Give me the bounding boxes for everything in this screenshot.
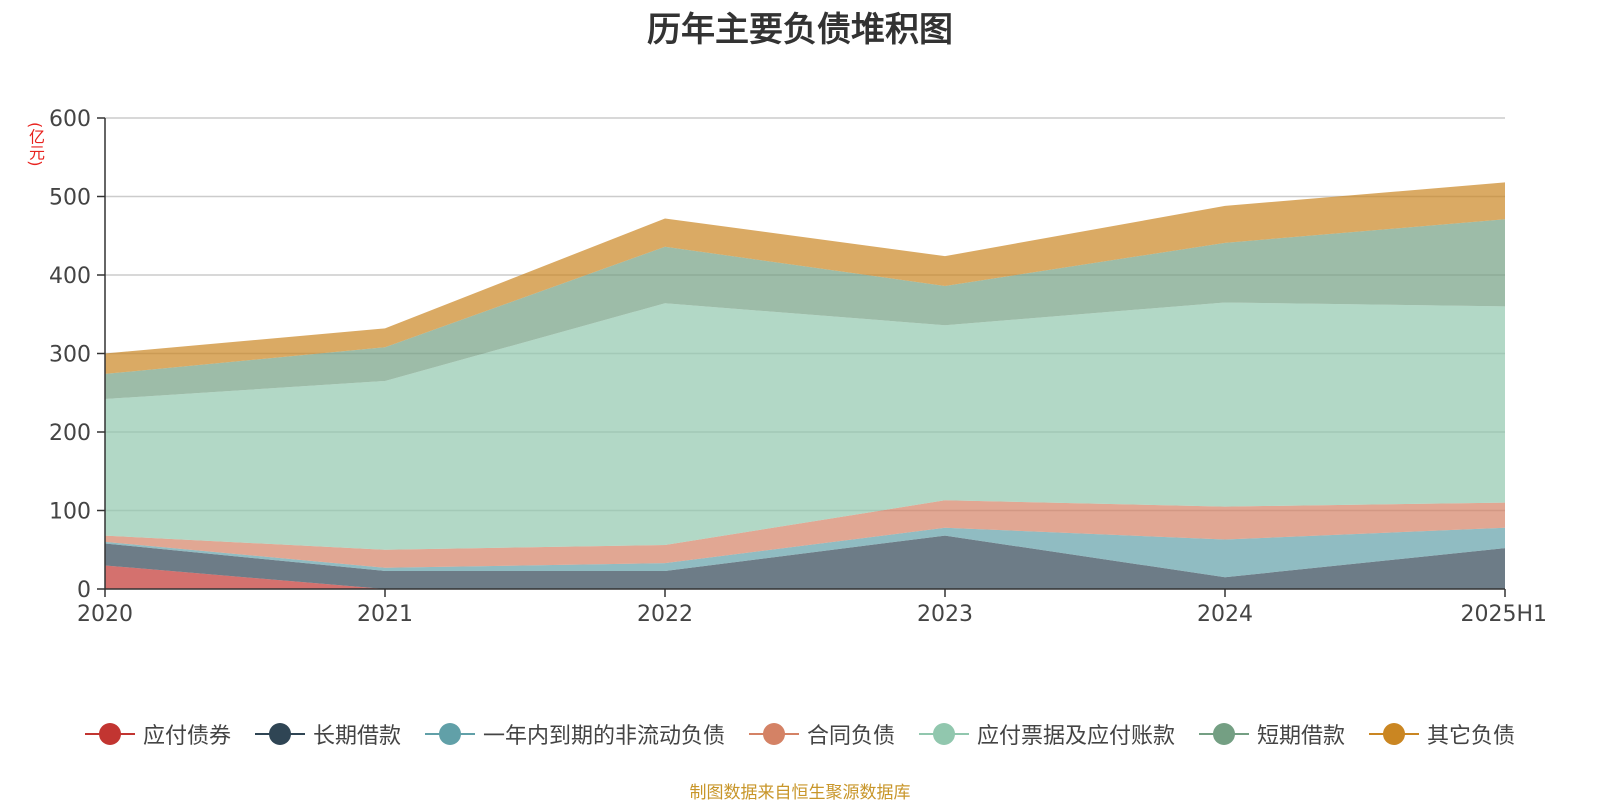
area-series-5 — [105, 219, 1505, 400]
y-tick-label: 100 — [49, 500, 91, 525]
area-series-2 — [105, 527, 1505, 578]
legend-label: 应付债券 — [142, 724, 231, 749]
legend-label: 合同负债 — [806, 724, 895, 749]
legend-label: 长期借款 — [312, 724, 401, 749]
legend-item[interactable]: 一年内到期的非流动负债 — [424, 718, 725, 750]
legend-dot-icon — [762, 723, 785, 745]
axes: 0 100 200 300 400 500 600 2020 2021 2022 2023 2024 2… — [49, 107, 1547, 627]
legend-item[interactable]: 短期借款 — [1199, 718, 1345, 750]
legend: 应付债券 长期借款 一年内到期的非流动负债 合同负债 应付票据及应付账款 短期借款 其它负债 — [0, 718, 1600, 750]
y-tick-label: 200 — [49, 421, 91, 446]
x-tick-label: 2024 — [1197, 602, 1253, 627]
x-tick-label: 2021 — [357, 602, 413, 627]
legend-item[interactable]: 应付债券 — [84, 718, 231, 750]
legend-item[interactable]: 合同负债 — [748, 718, 895, 750]
legend-label: 一年内到期的非流动负债 — [482, 724, 725, 749]
y-tick-label: 500 — [49, 186, 91, 211]
area-series-4 — [105, 302, 1505, 550]
legend-marker-icon — [1369, 722, 1420, 746]
legend-dot-icon — [1213, 723, 1236, 745]
legend-marker-icon — [919, 722, 969, 746]
x-tick-label: 2023 — [917, 602, 973, 627]
legend-marker-icon — [748, 722, 799, 746]
legend-dot-icon — [438, 723, 461, 745]
legend-dot-icon — [98, 723, 121, 745]
source-note: 制图数据来自恒生聚源数据库 — [689, 783, 911, 803]
area-series-0 — [105, 565, 1505, 589]
stacked-area-chart: 0 100 200 300 400 500 600 2020 2021 2022 2023 2024 2… — [49, 107, 1547, 627]
y-tick-label: 0 — [77, 578, 91, 603]
legend-label: 短期借款 — [1257, 724, 1346, 749]
legend-item[interactable]: 长期借款 — [254, 718, 401, 750]
area-series-6 — [105, 182, 1505, 374]
legend-item[interactable]: 应付票据及应付账款 — [919, 718, 1175, 750]
y-tick-label: 400 — [49, 264, 91, 289]
series-areas — [105, 182, 1505, 589]
legend-dot-icon — [1383, 723, 1406, 745]
legend-dot-icon — [933, 723, 955, 745]
legend-dot-icon — [268, 723, 291, 745]
legend-marker-icon — [84, 722, 135, 746]
y-tick-label: 600 — [49, 107, 91, 132]
legend-label: 应付票据及应付账款 — [977, 724, 1176, 749]
legend-marker-icon — [254, 722, 305, 746]
chart-title: 历年主要负债堆积图 — [647, 10, 953, 50]
legend-marker-icon — [1199, 722, 1250, 746]
area-series-3 — [105, 500, 1505, 568]
legend-item[interactable]: 其它负债 — [1369, 718, 1515, 750]
area-series-1 — [105, 535, 1505, 589]
x-tick-label: 2025H1 — [1460, 602, 1547, 627]
y-axis-unit: (亿元) — [26, 122, 45, 167]
legend-marker-icon — [424, 722, 475, 746]
x-tick-label: 2020 — [77, 602, 133, 627]
legend-label: 其它负债 — [1427, 724, 1516, 749]
x-tick-label: 2022 — [637, 602, 693, 627]
y-tick-label: 300 — [49, 343, 91, 368]
